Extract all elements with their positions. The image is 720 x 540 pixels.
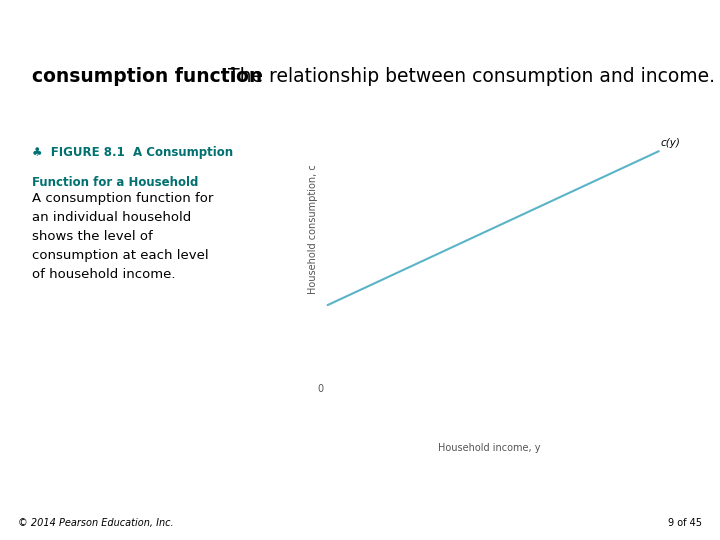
Text: ♣  FIGURE 8.1  A Consumption: ♣ FIGURE 8.1 A Consumption [32,146,233,159]
Text: 0: 0 [318,384,323,394]
Text: © 2014 Pearson Education, Inc.: © 2014 Pearson Education, Inc. [18,518,174,528]
Text: Household income, y: Household income, y [438,443,541,453]
Text: Household consumption, c: Household consumption, c [308,165,318,294]
Text: c(y): c(y) [661,138,681,149]
Text: consumption function: consumption function [32,68,263,86]
Text: A consumption function for
an individual household
shows the level of
consumptio: A consumption function for an individual… [32,192,214,281]
Text: Function for a Household: Function for a Household [32,176,199,188]
Text: 9 of 45: 9 of 45 [668,518,702,528]
Text: The relationship between consumption and income.: The relationship between consumption and… [216,68,715,86]
